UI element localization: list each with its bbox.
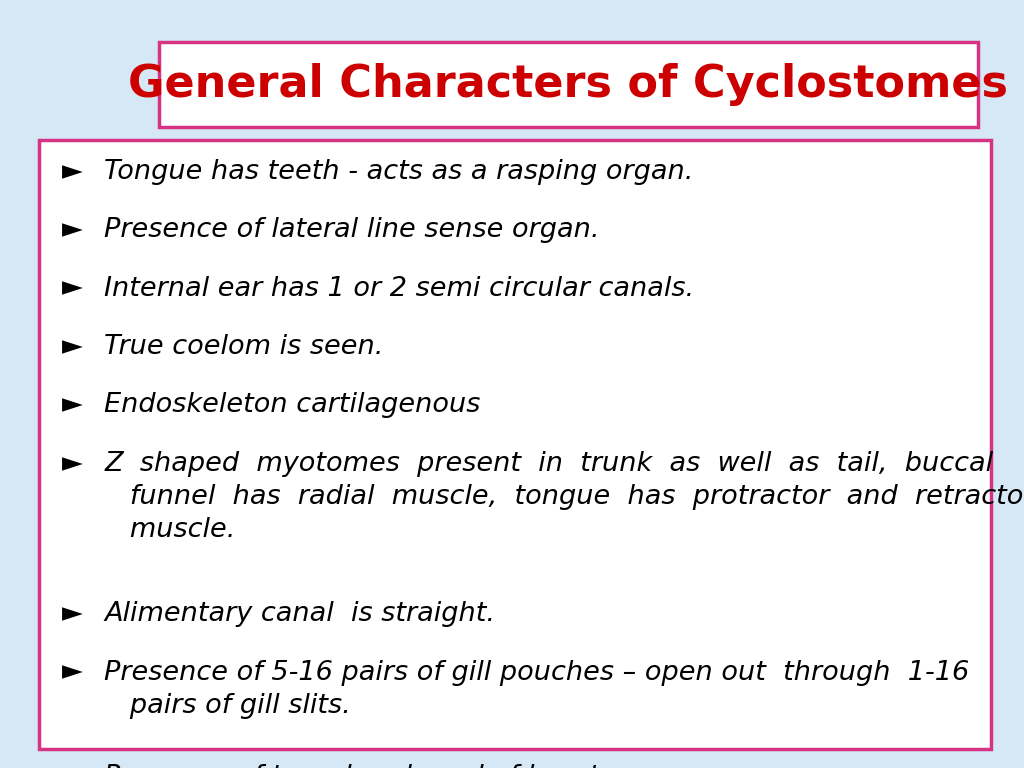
Text: ►: ► (61, 764, 82, 768)
Text: Endoskeleton cartilagenous: Endoskeleton cartilagenous (104, 392, 481, 419)
Text: General Characters of Cyclostomes: General Characters of Cyclostomes (128, 63, 1009, 106)
Text: Z  shaped  myotomes  present  in  trunk  as  well  as  tail,  buccal
   funnel  : Z shaped myotomes present in trunk as we… (104, 451, 1024, 543)
FancyBboxPatch shape (39, 140, 991, 749)
Text: Alimentary canal  is straight.: Alimentary canal is straight. (104, 601, 496, 627)
Text: ►: ► (61, 159, 82, 185)
Text: ►: ► (61, 334, 82, 360)
Text: Presence of lateral line sense organ.: Presence of lateral line sense organ. (104, 217, 600, 243)
Text: Tongue has teeth - acts as a rasping organ.: Tongue has teeth - acts as a rasping org… (104, 159, 694, 185)
Text: ►: ► (61, 451, 82, 477)
Text: ►: ► (61, 217, 82, 243)
Text: ►: ► (61, 660, 82, 686)
Text: Presence of 5-16 pairs of gill pouches – open out  through  1-16
   pairs of gil: Presence of 5-16 pairs of gill pouches –… (104, 660, 970, 719)
Text: ►: ► (61, 276, 82, 302)
Text: ►: ► (61, 601, 82, 627)
Text: ►: ► (61, 392, 82, 419)
Text: True coelom is seen.: True coelom is seen. (104, 334, 384, 360)
Text: Internal ear has 1 or 2 semi circular canals.: Internal ear has 1 or 2 semi circular ca… (104, 276, 694, 302)
FancyBboxPatch shape (159, 42, 978, 127)
Text: Presence of two chambered of heart: Presence of two chambered of heart (104, 764, 600, 768)
